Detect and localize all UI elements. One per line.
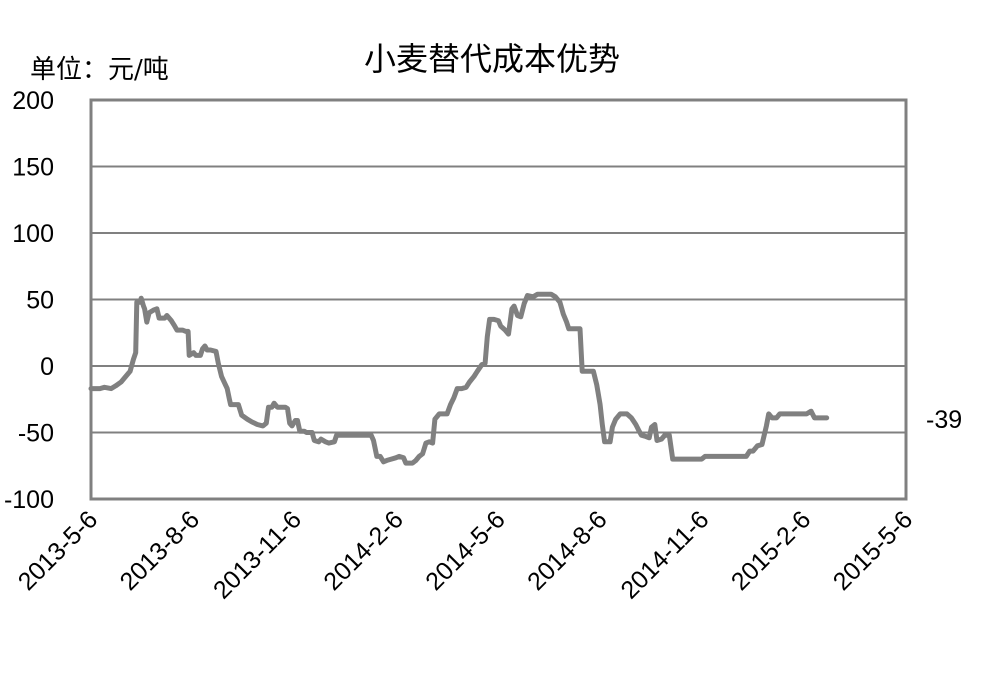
x-tick-label: 2014-2-6 — [318, 505, 409, 596]
y-tick-label: 150 — [12, 154, 54, 182]
x-tick-label: 2014-5-6 — [420, 505, 511, 596]
x-axis-ticks: 2013-5-6 2013-8-6 2013-11-6 2014-2-6 2014-5-… — [13, 505, 919, 604]
x-tick-label: 2015-2-6 — [726, 505, 817, 596]
y-tick-label: 0 — [40, 353, 54, 381]
grid — [91, 165, 906, 434]
x-tick-label: 2013-5-6 — [13, 505, 104, 596]
x-tick-label: 2013-8-6 — [115, 505, 206, 596]
unit-label: 单位：元/吨 — [30, 55, 169, 85]
x-tick-label: 2014-8-6 — [522, 505, 613, 596]
y-tick-label: -100 — [4, 486, 54, 514]
y-axis-ticks: 200 150 100 50 0 -50 -100 — [4, 87, 54, 514]
end-value-label: -39 — [926, 406, 962, 434]
y-tick-label: -50 — [18, 420, 54, 448]
y-tick-label: 50 — [26, 287, 54, 315]
x-tick-label: 2015-5-6 — [828, 505, 919, 596]
chart-title: 小麦替代成本优势 — [364, 40, 620, 78]
y-tick-label: 200 — [12, 87, 54, 115]
x-tick-label: 2014-11-6 — [615, 505, 714, 604]
y-tick-label: 100 — [12, 220, 54, 248]
x-tick-label: 2013-11-6 — [208, 505, 307, 604]
plot-area-frame — [89, 98, 908, 501]
series-line — [88, 291, 830, 466]
